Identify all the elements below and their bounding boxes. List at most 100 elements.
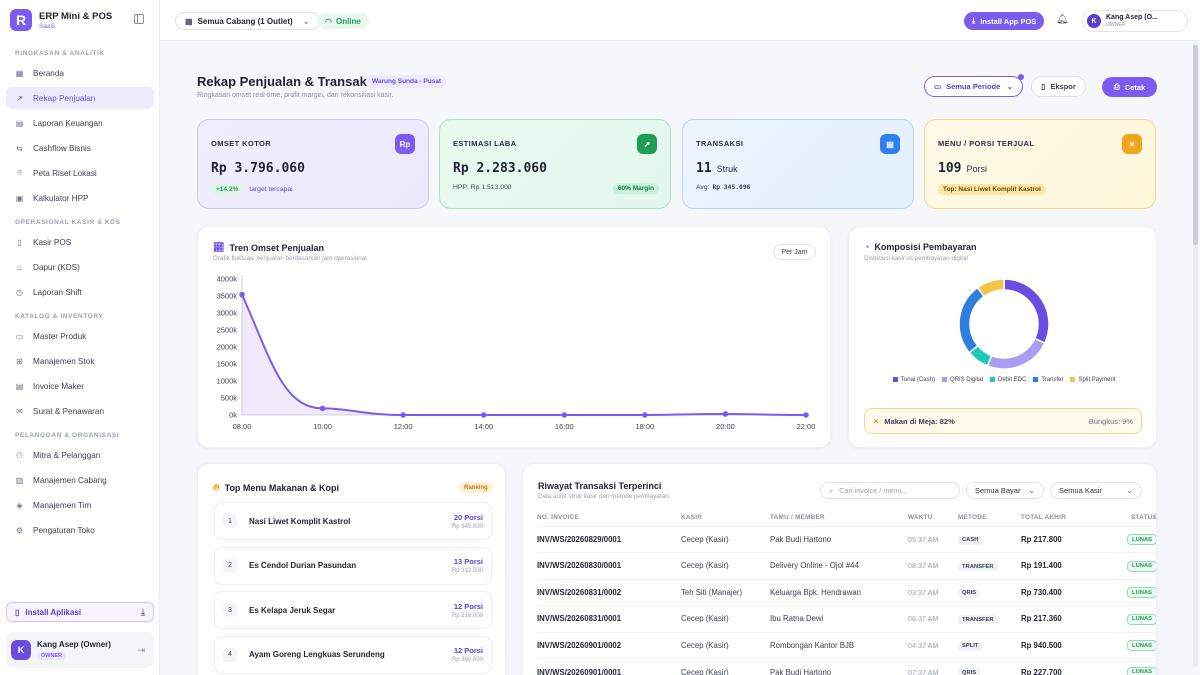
menu-qty: 12 Porsi xyxy=(453,601,483,611)
method-cell: CASH xyxy=(958,525,1021,553)
table-row[interactable]: INV/WS/20260829/0001 Cecep (Kasir) Pak Bud… xyxy=(537,525,1156,553)
invoice-cell[interactable]: INV/WS/20260830/0001 xyxy=(537,552,681,579)
phone-icon: ▯ xyxy=(15,607,20,617)
app-logo: R xyxy=(10,9,32,31)
search-input[interactable]: ⌕ Cari invoice / menu... xyxy=(820,482,960,499)
sidebar-item-laporan-shift[interactable]: ◷ Laporan Shift xyxy=(6,281,154,303)
scrollbar-thumb[interactable] xyxy=(1193,45,1198,245)
sidebar-item-cashflow-bisnis[interactable]: ⇆ Cashflow Bisnis xyxy=(6,137,154,159)
sidebar-item-manajemen-tim[interactable]: ◈ Manajemen Tim xyxy=(6,494,154,516)
calculator-icon: ▣ xyxy=(15,193,24,203)
table-row[interactable]: INV/WS/20260901/0002 Cecep (Kasir) Rombong… xyxy=(537,631,1156,659)
kpi-label: TRANSAKSI xyxy=(696,139,744,148)
data-point xyxy=(319,405,326,412)
donut-slice[interactable] xyxy=(976,278,1005,298)
donut-slice[interactable] xyxy=(958,286,986,354)
sidebar-item-manajemen-stok[interactable]: ⊞ Manajemen Stok xyxy=(6,350,154,372)
grid-icon: ▦ xyxy=(15,68,24,78)
menu-name: Es Cendol Durian Pasundan xyxy=(249,561,357,570)
legend-item: Transfer xyxy=(1033,377,1063,383)
sidebar-collapse-icon[interactable] xyxy=(134,14,144,24)
download-icon: ⤓ xyxy=(141,606,145,617)
bell-icon[interactable]: 🔔︎ xyxy=(1056,14,1069,25)
payment-subtitle: Distribusi kasir vs pembayaran digital xyxy=(864,255,968,262)
dine-summary: ✕ Makan di Meja: 82% Bungkus: 9% xyxy=(864,408,1142,434)
x-tick-label: 20:00 xyxy=(716,422,735,431)
export-button[interactable]: ▯ Ekspor xyxy=(1031,76,1086,97)
method-badge: TRANSFER xyxy=(958,562,998,571)
invoice-cell[interactable]: INV/WS/20260901/0002 xyxy=(537,631,681,659)
sidebar-user-card[interactable]: K Kang Asep (Owner) OWNER ⇥ xyxy=(6,632,154,668)
invoice-icon: ▤ xyxy=(15,381,24,391)
sidebar-item-laporan-keuangan[interactable]: ▤ Laporan Keuangan xyxy=(6,112,154,134)
method-cell: QRIS xyxy=(958,658,1021,675)
sidebar-item-kasir-pos[interactable]: ▯ Kasir POS xyxy=(6,231,154,253)
sidebar-item-dapur-kds[interactable]: ♨ Dapur (KDS) xyxy=(6,256,154,278)
status-cell: LUNAS xyxy=(1095,552,1156,579)
legend-item: Tunai (Cash) xyxy=(892,377,935,383)
top-menu-item[interactable]: 1 Nasi Liwet Komplit Kastrol 20 Porsi Rp 94… xyxy=(214,502,492,540)
transactions-title: Riwayat Transaksi Terperinci xyxy=(538,481,662,491)
total-cell: Rp 730.400 xyxy=(1021,578,1095,606)
takeaway-label: Bungkus: 9% xyxy=(1088,416,1133,426)
invoice-cell[interactable]: INV/WS/20260829/0001 xyxy=(537,525,681,553)
kpi-label: MENU / PORSI TERJUAL xyxy=(938,139,1035,148)
sidebar-item-kalkulator-hpp[interactable]: ▣ Kalkulator HPP xyxy=(6,187,154,209)
sidebar-item-pengaturan-toko[interactable]: ⚙ Pengaturan Toko xyxy=(6,519,154,541)
sidebar-item-manajemen-cabang[interactable]: ▥ Manajemen Cabang xyxy=(6,469,154,491)
logout-icon[interactable]: ⇥ xyxy=(137,644,145,655)
table-row[interactable]: INV/WS/20260831/0002 Teh Siti (Manajer) Ke… xyxy=(537,578,1156,606)
donut-slice[interactable] xyxy=(1003,278,1050,345)
period-selector[interactable]: ▭ Semua Periode ⌄ xyxy=(924,74,1024,97)
user-menu[interactable]: K Kang Asep (O... OWNER xyxy=(1082,10,1188,32)
cashier-cell: Cecep (Kasir) xyxy=(681,631,770,659)
pin-icon: ⌾ xyxy=(17,168,22,177)
top-menu-item[interactable]: 2 Es Cendol Durian Pasundan 13 Porsi Rp 312… xyxy=(214,546,492,585)
kpi-value: Rp 2.283.060 xyxy=(453,161,547,176)
kpi-note-label: Avg: xyxy=(696,184,710,191)
brand[interactable]: R ERP Mini & POS SaaS xyxy=(10,9,112,31)
cashier-filter-label: Semua Kasir xyxy=(1059,486,1102,495)
sidebar-item-beranda[interactable]: ▦ Beranda xyxy=(6,62,154,84)
kpi-note-value: Rp 345.096 xyxy=(712,184,751,191)
trend-header: 📈︎ Tren Omset Penjualan xyxy=(213,242,324,253)
clock-icon: ◷ xyxy=(16,287,23,297)
table-row[interactable]: INV/WS/20260830/0001 Cecep (Kasir) Deliver… xyxy=(537,552,1156,579)
branch-selector[interactable]: ▦ Semua Cabang (1 Outlet) ⌄ xyxy=(175,12,321,30)
install-app-button[interactable]: ▯ Install Aplikasi ⤓ xyxy=(6,602,154,622)
sidebar-item-peta-riset-lokasi[interactable]: ⌾ Peta Riset Lokasi xyxy=(6,162,154,184)
trend-up-icon: ↗ xyxy=(637,134,657,154)
sidebar-item-master-produk[interactable]: ▭ Master Produk xyxy=(6,325,154,347)
payment-filter[interactable]: Semua Bayar ⌄ xyxy=(966,482,1044,499)
table-row[interactable]: INV/WS/20260901/0001 Cecep (Kasir) Pak Bud… xyxy=(537,658,1156,675)
dine-label: Makan di Meja: 82% xyxy=(884,416,955,426)
sidebar-item-invoice-maker[interactable]: ▤ Invoice Maker xyxy=(6,375,154,397)
sidebar-item-mitra-pelanggan[interactable]: ⚇ Mitra & Pelanggan xyxy=(6,444,154,466)
legend-swatch xyxy=(941,377,947,382)
sidebar-item-label: Dapur (KDS) xyxy=(33,262,80,272)
scrollbar-track[interactable] xyxy=(1193,42,1198,667)
invoice-cell[interactable]: INV/WS/20260901/0001 xyxy=(537,658,681,675)
print-button[interactable]: ⎙ Cetak xyxy=(1102,77,1157,97)
table-row[interactable]: INV/WS/20260831/0001 Cecep (Kasir) Ibu Rat… xyxy=(537,605,1156,632)
donut-slice[interactable] xyxy=(986,337,1046,370)
top-menu-item[interactable]: 3 Es Kelapa Jeruk Segar 12 Porsi Rp 216.000 xyxy=(214,591,492,629)
ranking-badge: Ranking xyxy=(459,482,493,493)
per-jam-toggle[interactable]: Per Jam xyxy=(773,244,816,260)
kpi-label: OMSET KOTOR xyxy=(211,139,272,148)
cashier-filter[interactable]: Semua Kasir ⌄ xyxy=(1050,482,1142,499)
payment-panel: ◔ Komposisi Pembayaran Distribusi kasir … xyxy=(848,226,1157,448)
sidebar-item-rekap-penjualan[interactable]: ↗ Rekap Penjualan xyxy=(6,87,154,109)
flame-icon: 🔥︎ xyxy=(213,482,220,492)
top-menu-item[interactable]: 4 Ayam Goreng Lengkuas Serundeng 12 Porsi R… xyxy=(214,635,492,674)
invoice-cell[interactable]: INV/WS/20260831/0001 xyxy=(537,605,681,632)
invoice-cell[interactable]: INV/WS/20260831/0002 xyxy=(537,578,681,606)
kpi-value: 11 Struk xyxy=(696,161,738,176)
app-sub: SaaS xyxy=(39,22,55,30)
document-icon: ▤ xyxy=(15,118,24,128)
y-tick-label: 0k xyxy=(229,411,237,420)
sidebar-item-surat-penawaran[interactable]: ✉ Surat & Penawaran xyxy=(6,400,154,422)
data-point xyxy=(561,412,568,418)
install-app-pos-button[interactable]: ⤓ Install App POS xyxy=(964,12,1045,30)
x-tick-label: 12:00 xyxy=(394,422,413,431)
